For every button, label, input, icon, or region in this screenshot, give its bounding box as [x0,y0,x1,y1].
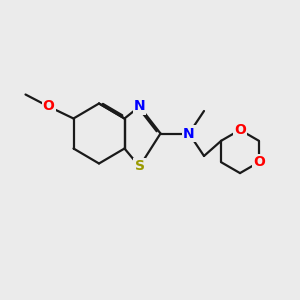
Text: N: N [183,127,195,140]
Text: N: N [134,100,145,113]
Text: O: O [43,100,55,113]
Text: S: S [134,160,145,173]
Text: O: O [234,123,246,137]
Text: O: O [253,155,265,169]
